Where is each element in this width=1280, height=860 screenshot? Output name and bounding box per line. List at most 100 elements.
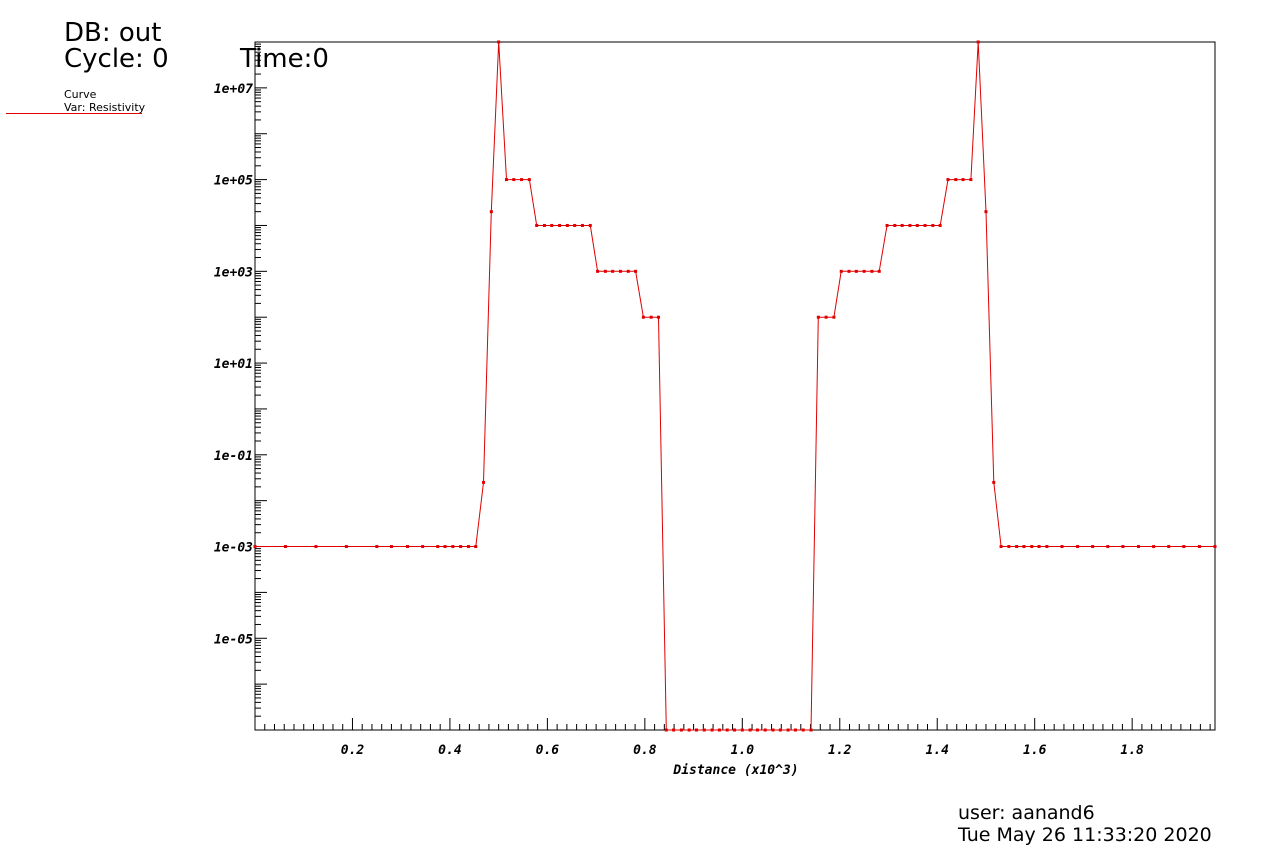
- data-point: [695, 728, 699, 732]
- data-point: [931, 223, 935, 227]
- data-point: [1152, 545, 1156, 549]
- data-point: [1037, 545, 1041, 549]
- y-tick-label: 1e-05: [214, 632, 253, 647]
- data-point: [1106, 545, 1110, 549]
- axis-ticks: 0.2 0.4 0.6 0.8 1.0 1.2 1.4 1.6 1.8 1e-05 1e-03 1e-…: [214, 41, 1211, 758]
- data-point: [1007, 545, 1011, 549]
- user-label: user: aanand6: [958, 802, 1095, 824]
- data-point: [999, 545, 1003, 549]
- data-point: [1091, 545, 1095, 549]
- data-point: [954, 178, 958, 182]
- data-point: [877, 269, 881, 273]
- data-point: [1197, 545, 1201, 549]
- data-point: [443, 545, 447, 549]
- data-point: [938, 223, 942, 227]
- x-tick-label: 1.0: [731, 743, 755, 758]
- data-point: [763, 728, 767, 732]
- data-point: [459, 545, 463, 549]
- data-point: [626, 269, 630, 273]
- date-label: Tue May 26 11:33:20 2020: [958, 824, 1212, 846]
- data-point: [504, 178, 508, 182]
- data-point: [1076, 545, 1080, 549]
- x-tick-label: 0.6: [536, 743, 560, 758]
- data-point: [679, 728, 683, 732]
- data-point: [915, 223, 919, 227]
- y-tick-label: 1e+07: [214, 82, 253, 97]
- data-point: [923, 223, 927, 227]
- data-point: [733, 728, 737, 732]
- data-point: [489, 210, 493, 214]
- legend-title: Curve: [64, 88, 97, 101]
- data-point: [588, 223, 592, 227]
- data-point: [314, 545, 318, 549]
- data-point: [1045, 545, 1049, 549]
- x-tick-label: 1.2: [828, 743, 852, 758]
- cycle-label: Cycle: 0: [64, 44, 169, 74]
- x-tick-label: 1.6: [1023, 743, 1047, 758]
- data-point: [976, 40, 980, 44]
- data-point: [755, 728, 759, 732]
- curve-group: [253, 40, 1217, 732]
- data-point: [717, 728, 721, 732]
- data-point: [748, 728, 752, 732]
- data-point: [542, 223, 546, 227]
- x-tick-label: 0.2: [341, 743, 365, 758]
- x-tick-label: 0.4: [438, 743, 462, 758]
- data-point: [786, 728, 790, 732]
- data-point: [596, 269, 600, 273]
- data-point: [573, 223, 577, 227]
- data-point: [603, 269, 607, 273]
- data-point: [740, 728, 744, 732]
- data-point: [1182, 545, 1186, 549]
- data-point: [984, 210, 988, 214]
- data-point: [482, 480, 486, 484]
- plot-frame: [254, 41, 1216, 731]
- data-point: [406, 545, 410, 549]
- data-point: [778, 728, 782, 732]
- data-point: [451, 545, 455, 549]
- data-point: [664, 728, 668, 732]
- y-tick-label: 1e+01: [214, 357, 253, 372]
- data-point: [375, 545, 379, 549]
- data-point: [527, 178, 531, 182]
- y-tick-label: 1e+05: [214, 174, 253, 189]
- data-point: [641, 315, 645, 319]
- data-point: [893, 223, 897, 227]
- data-point: [725, 728, 729, 732]
- y-tick-label: 1e-01: [214, 449, 253, 464]
- y-tick-label: 1e+03: [214, 265, 253, 280]
- data-point: [634, 269, 638, 273]
- data-point: [611, 269, 615, 273]
- data-point: [1015, 545, 1019, 549]
- y-tick-label: 1e-03: [214, 541, 253, 556]
- data-point: [870, 269, 874, 273]
- data-point: [969, 178, 973, 182]
- data-point: [512, 178, 516, 182]
- data-point: [1030, 545, 1034, 549]
- plot-border: [254, 41, 1216, 731]
- data-point: [436, 545, 440, 549]
- data-point: [885, 223, 889, 227]
- data-point: [854, 269, 858, 273]
- x-axis-title: Distance (x10^3): [672, 763, 798, 778]
- data-point: [847, 269, 851, 273]
- data-point: [862, 269, 866, 273]
- data-point: [520, 178, 524, 182]
- data-point: [793, 728, 797, 732]
- data-point: [702, 728, 706, 732]
- data-point: [550, 223, 554, 227]
- series-line: [255, 41, 1215, 731]
- data-point: [474, 545, 478, 549]
- data-point: [832, 315, 836, 319]
- data-point: [618, 269, 622, 273]
- data-point: [580, 223, 584, 227]
- data-point: [672, 728, 676, 732]
- data-point: [389, 545, 393, 549]
- x-tick-label: 1.4: [925, 743, 949, 758]
- data-point: [1121, 545, 1125, 549]
- data-point: [801, 728, 805, 732]
- data-point: [687, 728, 691, 732]
- data-point: [344, 545, 348, 549]
- data-point: [908, 223, 912, 227]
